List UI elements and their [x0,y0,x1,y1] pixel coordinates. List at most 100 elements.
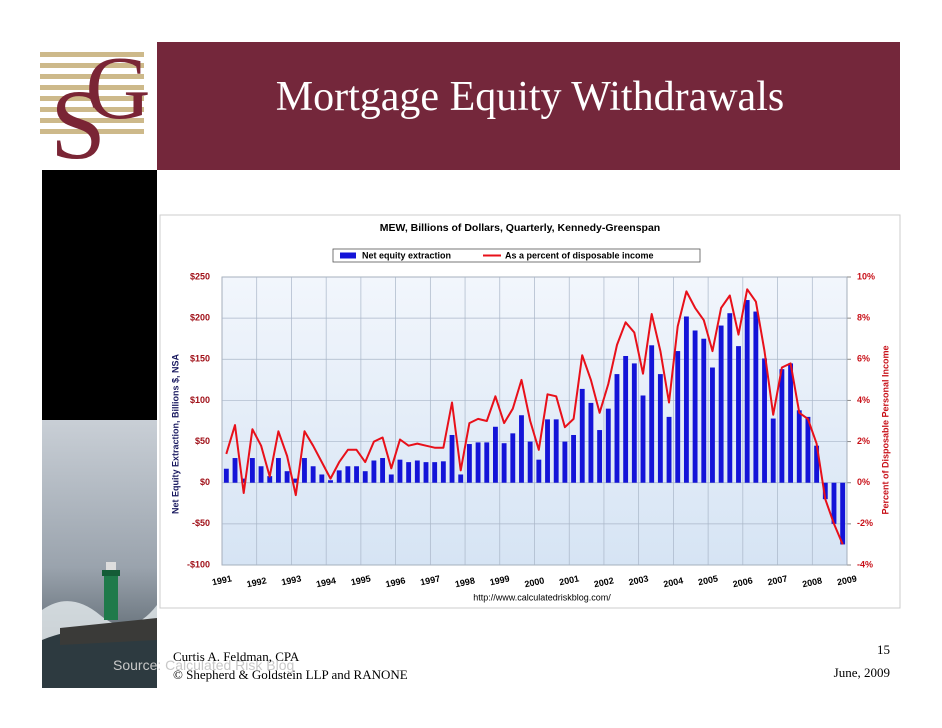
bar [232,458,238,483]
x-tick-label: 2005 [697,573,719,587]
logo: S G [40,39,151,180]
x-tick-label: 1993 [280,573,302,587]
footer-author: Curtis A. Feldman, CPA [173,649,300,664]
y2-axis-label: Percent of Disposable Personal Income [880,345,890,514]
legend-swatch [340,252,356,259]
y-tick-label: $150 [190,354,210,364]
bar [649,345,655,483]
x-tick-label: 2002 [593,575,615,589]
bar [657,374,663,483]
y2-tick-label: -2% [857,518,873,528]
bar [510,433,516,483]
bar [258,466,264,483]
footer-date: June, 2009 [834,665,890,680]
x-tick-label: 1998 [454,575,476,589]
bar [527,441,533,483]
bar [727,313,733,483]
bar [796,410,802,483]
bar [683,316,689,483]
bar [614,374,620,483]
bar [692,330,698,483]
bar [319,474,325,483]
bar [414,460,420,483]
bar [440,461,446,483]
bar [493,426,498,483]
source-note: Source: Calculated Risk Blog [113,657,294,673]
legend-label: Net equity extraction [362,250,451,260]
bar [762,358,767,483]
y2-tick-label: 10% [857,271,875,281]
x-tick-label: 1997 [419,573,441,587]
x-tick-label: 2004 [662,575,684,589]
bar [362,471,368,483]
bar [388,474,394,483]
bar [770,418,776,483]
bar [675,351,681,483]
y-tick-label: -$50 [192,518,210,528]
title-banner [157,42,900,170]
y-tick-label: -$100 [187,559,210,569]
bar [397,459,403,483]
x-tick-label: 2001 [558,573,580,587]
bar [501,443,507,483]
bar [449,434,455,483]
bar [588,402,594,483]
lighthouse-photo [42,420,157,688]
bar [475,442,481,483]
x-tick-label: 1992 [246,575,268,589]
y-tick-label: $50 [195,436,210,446]
bar [640,395,646,483]
bar [779,369,785,483]
chart-title: MEW, Billions of Dollars, Quarterly, Ken… [380,222,660,234]
bar [432,462,438,483]
bar [553,419,559,483]
x-tick-label: 2008 [801,575,823,589]
bar [310,466,316,483]
bar [484,442,490,483]
bar [302,458,307,483]
x-tick-label: 2007 [767,573,789,587]
bar [710,367,715,483]
bar [354,466,359,483]
legend-label: As a percent of disposable income [505,250,654,260]
bar [284,471,290,483]
bar [249,458,255,483]
bar [831,482,837,524]
page-number: 15 [877,642,890,657]
bar [579,388,585,483]
bar [814,445,820,483]
x-tick-label: 2009 [836,573,858,587]
bar [423,462,429,483]
bar [406,462,412,483]
bar [241,478,247,483]
side-strip [42,170,157,420]
y2-tick-label: -4% [857,559,873,569]
legend-box [332,248,701,263]
bar [275,458,281,483]
bar [744,300,750,483]
slide-title: Mortgage Equity Withdrawals [276,74,784,120]
y2-tick-label: 0% [857,477,870,487]
bar [736,346,741,483]
bar [701,338,707,483]
x-tick-label: 1991 [211,573,233,587]
y2-tick-label: 2% [857,436,870,446]
x-tick-label: 2003 [628,573,650,587]
bar [718,325,724,483]
y-axis-label: Net Equity Extraction, Billions $, NSA [170,353,180,514]
bar [571,434,576,483]
bar [267,476,273,483]
y-tick-label: $0 [200,477,210,487]
bar [562,441,568,483]
x-tick-label: 1994 [315,575,337,589]
bar [666,416,672,483]
y2-tick-label: 6% [857,354,870,364]
x-tick-label: 1999 [489,573,511,587]
bar [336,470,342,483]
bar [371,460,377,483]
x-tick-label: 1995 [350,573,372,587]
bar [788,363,794,483]
bar [822,482,828,500]
